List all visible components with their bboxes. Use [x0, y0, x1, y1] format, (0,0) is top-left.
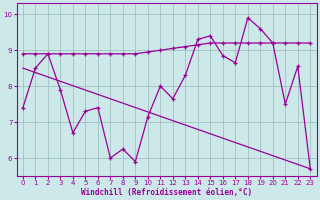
X-axis label: Windchill (Refroidissement éolien,°C): Windchill (Refroidissement éolien,°C) [81, 188, 252, 197]
